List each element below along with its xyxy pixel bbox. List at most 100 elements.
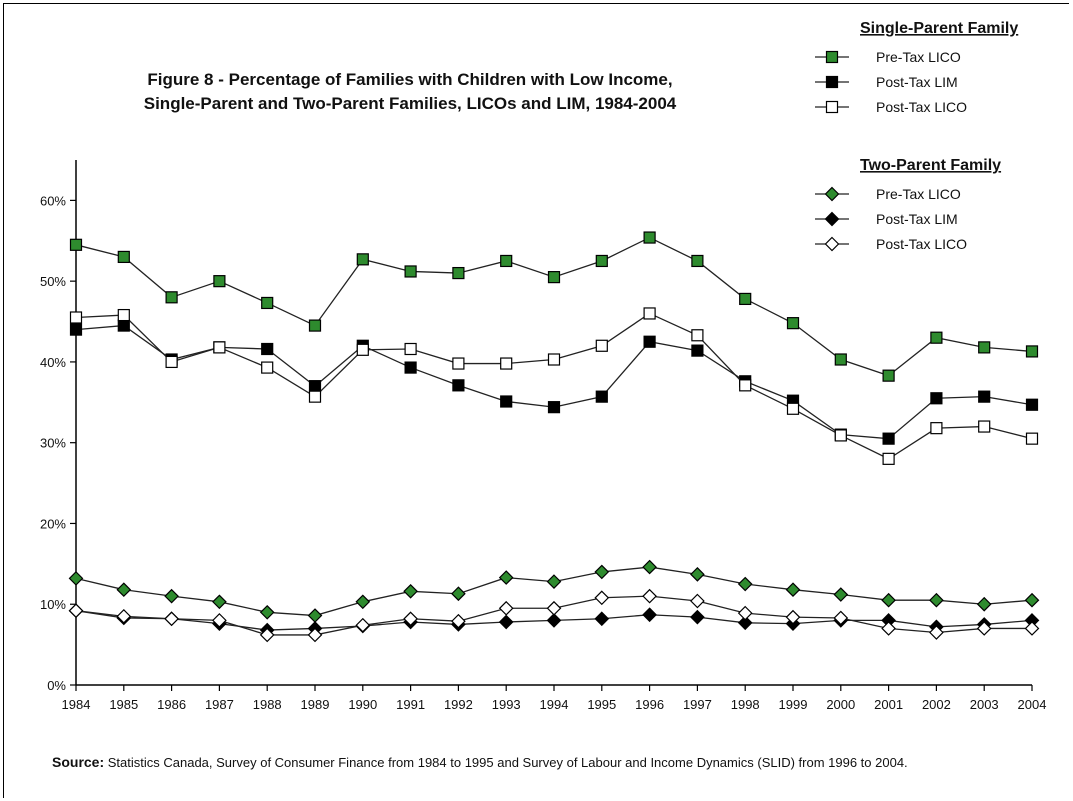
data-point — [930, 392, 943, 405]
data-point — [1024, 621, 1040, 636]
data-point — [68, 571, 84, 586]
legend-marker — [824, 186, 840, 202]
data-point — [1025, 398, 1039, 411]
data-point — [164, 611, 179, 627]
data-point — [356, 253, 369, 266]
chart-frame — [3, 3, 1069, 798]
x-tick-label: 1989 — [301, 697, 330, 712]
data-point — [452, 357, 465, 370]
axes: 0% 10% 20% 30% 40% 50% 60% 1984 1985 1986 1987 1988… — [40, 160, 1046, 712]
data-point — [259, 604, 275, 620]
x-tick-label: 2002 — [922, 697, 951, 712]
data-point — [116, 582, 132, 598]
series-single-parent-0 — [69, 231, 1039, 382]
data-point — [547, 401, 561, 414]
y-tick-label: 10% — [40, 597, 66, 612]
data-point — [213, 275, 226, 288]
data-point — [595, 390, 608, 403]
data-point — [498, 570, 514, 585]
data-point — [403, 611, 418, 627]
x-tick-label: 1985 — [109, 697, 138, 712]
data-point — [451, 586, 466, 602]
data-point — [929, 625, 944, 640]
data-point — [404, 342, 417, 356]
data-point — [691, 329, 704, 342]
data-point — [1025, 345, 1039, 358]
y-tick-label: 40% — [40, 355, 66, 370]
x-tick-label: 1992 — [444, 697, 473, 712]
data-point — [882, 452, 895, 465]
data-point — [1024, 592, 1040, 608]
data-point — [500, 395, 513, 408]
data-point — [164, 588, 179, 604]
legend-marker — [824, 236, 840, 252]
legend-label: Post-Tax LICO — [876, 236, 967, 252]
x-tick-label: 1991 — [396, 697, 425, 712]
data-point — [308, 380, 322, 393]
legend-heading: Single-Parent Family — [860, 20, 1018, 37]
data-point — [690, 609, 705, 625]
data-point — [261, 342, 274, 356]
data-point — [737, 605, 753, 621]
data-point — [500, 357, 513, 370]
source-label: Source: — [52, 754, 105, 770]
data-point — [451, 613, 466, 629]
data-point — [737, 576, 753, 592]
data-point — [69, 323, 83, 336]
data-point — [498, 614, 514, 630]
data-point — [165, 291, 178, 304]
data-point — [594, 611, 610, 627]
y-tick-label: 20% — [40, 516, 66, 531]
data-point — [546, 600, 562, 616]
data-point — [978, 390, 991, 403]
data-point — [165, 355, 178, 369]
data-point — [834, 353, 847, 366]
data-point — [69, 238, 83, 251]
data-point — [356, 343, 369, 356]
series-single-parent-1 — [69, 319, 1039, 445]
data-point — [404, 361, 417, 374]
data-point — [691, 254, 704, 268]
legend: Single-Parent Family Pre-Tax LICO Post-Tax… — [815, 20, 1018, 252]
data-point — [882, 432, 895, 445]
data-point — [976, 596, 992, 612]
series-two-parent-2 — [68, 588, 1040, 643]
data-point — [404, 265, 417, 278]
data-point — [452, 266, 465, 280]
x-tick-label: 1990 — [348, 697, 377, 712]
data-point — [739, 292, 752, 306]
y-tick-label: 30% — [40, 436, 66, 451]
legend-marker — [824, 211, 840, 227]
data-point — [261, 361, 274, 374]
x-tick-label: 1999 — [779, 697, 808, 712]
x-tick-label: 1997 — [683, 697, 712, 712]
data-point — [882, 369, 895, 382]
legend-label: Post-Tax LIM — [876, 74, 958, 90]
data-point — [643, 307, 656, 320]
data-point — [834, 429, 847, 442]
data-point — [690, 593, 705, 609]
data-point — [739, 379, 752, 392]
chart-title-line-1: Figure 8 - Percentage of Families with C… — [147, 70, 672, 89]
x-tick-label: 1986 — [157, 697, 186, 712]
data-point — [642, 607, 657, 623]
data-point — [930, 422, 943, 435]
data-point — [212, 594, 227, 610]
data-point — [261, 296, 274, 310]
x-tick-label: 1996 — [635, 697, 664, 712]
x-tick-label: 1987 — [205, 697, 234, 712]
data-point — [594, 564, 610, 580]
data-point — [833, 610, 849, 626]
data-point — [452, 379, 465, 392]
data-point — [547, 271, 561, 284]
data-point — [1025, 432, 1039, 445]
data-point — [881, 621, 896, 636]
data-point — [643, 231, 656, 244]
data-point — [547, 353, 561, 366]
y-tick-label: 60% — [40, 193, 66, 208]
legend-marker — [825, 75, 839, 89]
chart-title-line-2: Single-Parent and Two-Parent Families, L… — [144, 94, 677, 113]
x-tick-label: 1984 — [62, 697, 91, 712]
data-point — [69, 311, 83, 324]
